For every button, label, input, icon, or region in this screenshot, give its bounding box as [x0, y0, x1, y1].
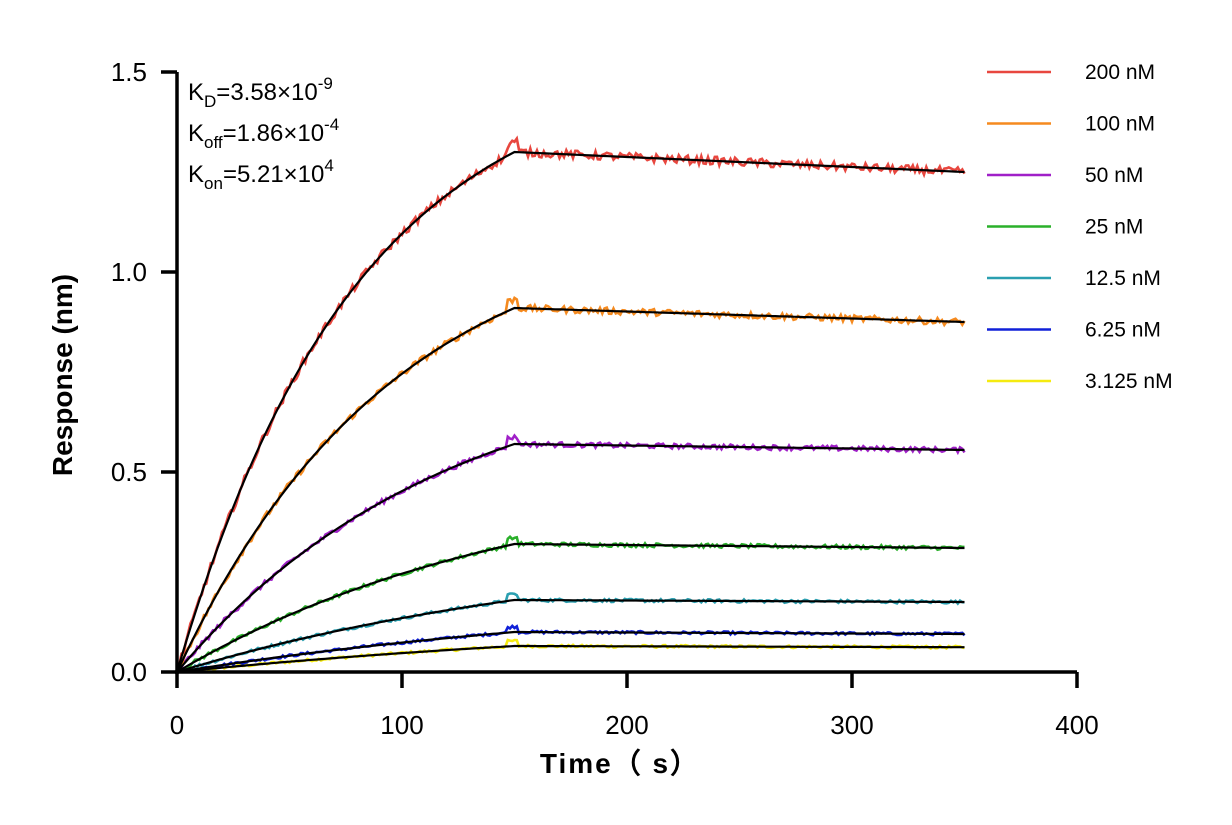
- legend-label: 100 nM: [1085, 113, 1155, 136]
- fit-line: [176, 630, 965, 674]
- fit-line: [176, 644, 965, 674]
- y-tick-label: 0.5: [111, 457, 147, 487]
- y-axis-title: Response (nm): [47, 274, 78, 476]
- fit-curves: [175, 150, 965, 674]
- kinetic-constant: KD=3.58×10-9: [188, 74, 333, 111]
- kinetic-constant: Koff=1.86×10-4: [188, 115, 339, 152]
- x-axis-title: Time（ s）: [540, 747, 700, 779]
- series-line: [175, 135, 966, 673]
- y-tick-label: 0.0: [111, 657, 147, 687]
- legend-label: 200 nM: [1085, 61, 1155, 84]
- legend-label: 50 nM: [1085, 164, 1143, 187]
- legend-label: 3.125 nM: [1085, 370, 1173, 393]
- x-tick-label: 0: [170, 710, 184, 740]
- y-tick-label: 1.5: [111, 57, 147, 87]
- fit-line: [176, 598, 965, 674]
- fit-line: [175, 150, 965, 673]
- fit-line: [176, 442, 965, 673]
- kinetic-constant: Kon=5.21×104: [188, 156, 334, 193]
- x-tick-label: 100: [380, 710, 423, 740]
- series-line: [175, 295, 966, 673]
- legend-label: 12.5 nM: [1085, 267, 1161, 290]
- legend-label: 25 nM: [1085, 216, 1143, 239]
- data-series: [175, 135, 966, 674]
- x-tick-label: 200: [605, 710, 648, 740]
- ticks: 0 100 200 300 400 0.0 0.5 1.0 1.5: [111, 57, 1099, 740]
- y-tick-label: 1.0: [111, 257, 147, 287]
- fit-line: [176, 542, 965, 673]
- x-tick-label: 300: [830, 710, 873, 740]
- kinetic-constants: KD=3.58×10-9 Koff=1.86×10-4 Kon=5.21×104: [188, 74, 339, 193]
- series-line: [175, 433, 966, 673]
- fit-line: [176, 306, 965, 673]
- legend: 200 nM 100 nM 50 nM 25 nM 12.5 nM 6.25 nM 3.12…: [987, 61, 1173, 393]
- x-tick-label: 400: [1055, 710, 1098, 740]
- legend-label: 6.25 nM: [1085, 319, 1161, 342]
